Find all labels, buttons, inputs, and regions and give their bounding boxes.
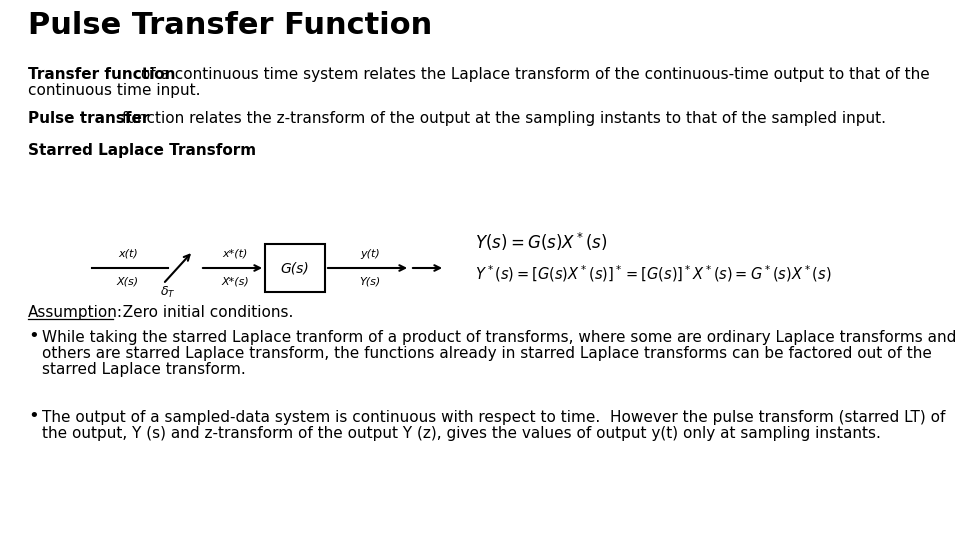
Text: While taking the starred Laplace tranform of a product of transforms, where some: While taking the starred Laplace tranfor… [42,330,956,345]
Text: G(s): G(s) [280,261,309,275]
Text: Assumption:: Assumption: [28,305,123,320]
FancyBboxPatch shape [265,244,325,292]
Text: •: • [28,407,38,425]
Text: continuous time input.: continuous time input. [28,83,201,98]
Text: X(s): X(s) [117,277,139,287]
Text: the output, Y (s) and z-transform of the output Y (z), gives the values of outpu: the output, Y (s) and z-transform of the… [42,426,881,441]
Text: others are starred Laplace transform, the functions already in starred Laplace t: others are starred Laplace transform, th… [42,346,932,361]
Text: $\delta_T$: $\delta_T$ [160,285,176,300]
Text: function relates the z-transform of the output at the sampling instants to that : function relates the z-transform of the … [117,111,886,126]
Text: Starred Laplace Transform: Starred Laplace Transform [28,143,256,158]
Text: x(t): x(t) [118,249,138,259]
Text: The output of a sampled-data system is continuous with respect to time.  However: The output of a sampled-data system is c… [42,410,946,425]
Text: Pulse Transfer Function: Pulse Transfer Function [28,11,432,40]
Text: X*(s): X*(s) [221,277,249,287]
Text: of a continuous time system relates the Laplace transform of the continuous-time: of a continuous time system relates the … [136,67,929,82]
Text: Transfer function: Transfer function [28,67,176,82]
Text: starred Laplace transform.: starred Laplace transform. [42,362,246,377]
Text: y(t): y(t) [360,249,380,259]
Text: $Y(s) = G(s)X^*(s)$: $Y(s) = G(s)X^*(s)$ [475,231,608,253]
Text: Pulse transfer: Pulse transfer [28,111,150,126]
Text: Zero initial conditions.: Zero initial conditions. [113,305,294,320]
Text: •: • [28,327,38,345]
Text: x*(t): x*(t) [223,249,248,259]
Text: Y(s): Y(s) [359,277,380,287]
Text: $Y^*(s) = [G(s)X^*(s)]^* = [G(s)]^*X^*(s) = G^*(s)X^*(s)$: $Y^*(s) = [G(s)X^*(s)]^* = [G(s)]^*X^*(s… [475,264,831,284]
